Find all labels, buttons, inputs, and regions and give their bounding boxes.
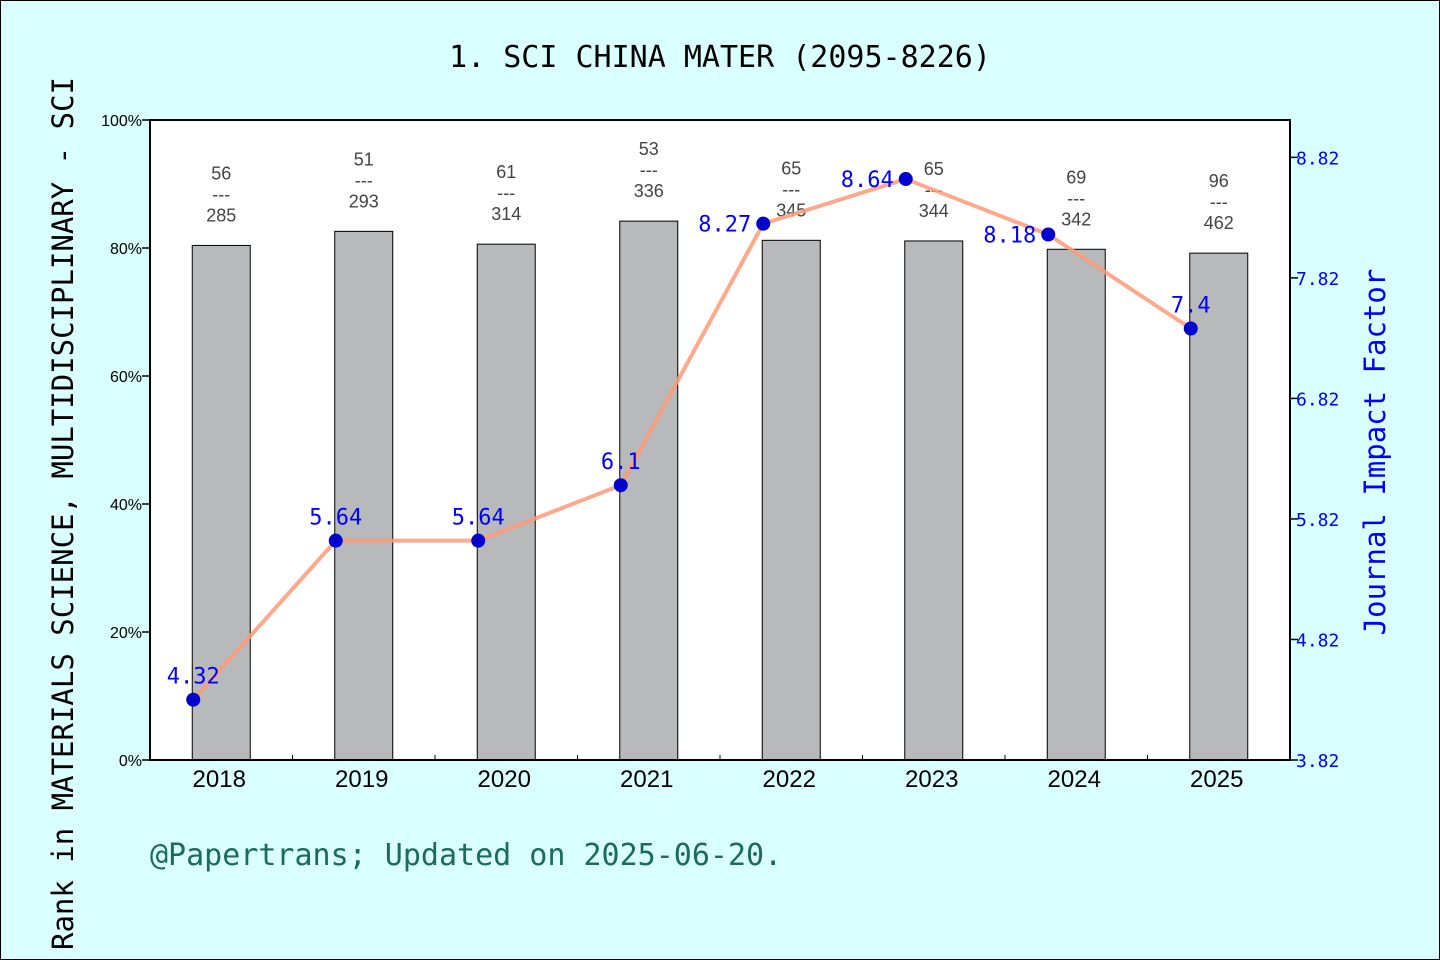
x-tick-label: 2021 [620, 766, 673, 793]
footer-credit: @Papertrans; Updated on 2025-06-20. [150, 838, 782, 873]
rank-label: 69 [1066, 167, 1086, 187]
if-label: 8.27 [698, 213, 751, 238]
total-label: 285 [206, 205, 236, 225]
y2-tick-label: 3.82 [1296, 751, 1339, 772]
bar-2025 [1189, 252, 1249, 761]
if-point-2023 [898, 172, 913, 187]
rank-separator: --- [355, 170, 373, 190]
rank-label: 96 [1209, 171, 1229, 191]
x-tick-label: 2022 [763, 766, 816, 793]
if-point-2024 [1041, 227, 1056, 242]
if-label: 4.32 [167, 665, 220, 690]
y2-tick-label: 4.82 [1296, 630, 1339, 651]
y2-axis-label: Journal Impact Factor [1358, 269, 1392, 636]
if-label: 7.4 [1171, 294, 1211, 319]
y-tick-label: 80% [110, 241, 142, 258]
y-tick-label: 100% [101, 113, 142, 130]
rank-separator: --- [1210, 192, 1228, 212]
bar-2022 [761, 239, 821, 761]
x-tick-label: 2018 [193, 766, 246, 793]
y2-tick-label: 5.82 [1296, 510, 1339, 531]
total-label: 336 [634, 181, 664, 201]
x-tick-label: 2020 [478, 766, 531, 793]
x-tick-label: 2023 [905, 766, 958, 793]
rank-label: 51 [354, 149, 374, 169]
total-label: 344 [919, 201, 949, 221]
total-label: 462 [1204, 213, 1234, 233]
if-label: 8.18 [983, 224, 1036, 249]
total-label: 293 [349, 191, 379, 211]
if-label: 8.64 [841, 168, 894, 193]
rank-separator: --- [212, 184, 230, 204]
if-label: 5.64 [452, 506, 505, 531]
bar-2021 [619, 220, 679, 761]
if-point-2019 [328, 533, 343, 548]
rank-label: 65 [924, 159, 944, 179]
y2-tick-label: 7.82 [1296, 269, 1339, 290]
rank-separator: --- [782, 179, 800, 199]
if-label: 5.64 [309, 506, 362, 531]
x-tick-label: 2024 [1048, 766, 1101, 793]
y-tick-label: 20% [110, 625, 142, 642]
total-label: 342 [1061, 209, 1091, 229]
if-point-2025 [1183, 321, 1198, 336]
rank-label: 61 [496, 162, 516, 182]
if-point-2018 [186, 692, 201, 707]
rank-separator: --- [1067, 188, 1085, 208]
x-tick-label: 2019 [335, 766, 388, 793]
bar-2020 [476, 243, 536, 761]
if-point-2022 [756, 216, 771, 231]
impact-factor-line [191, 176, 1192, 702]
bar-2018 [191, 244, 251, 761]
bar-2023 [904, 240, 964, 761]
y-tick-label: 0% [119, 753, 142, 770]
y-tick-label: 40% [110, 497, 142, 514]
bar-2019 [334, 230, 394, 761]
if-point-2020 [471, 533, 486, 548]
y2-tick-label: 8.82 [1296, 148, 1339, 169]
chart-title: 1. SCI CHINA MATER (2095-8226) [449, 40, 991, 75]
rank-separator: --- [497, 183, 515, 203]
if-point-2021 [613, 478, 628, 493]
y2-tick-label: 6.82 [1296, 389, 1339, 410]
x-tick-label: 2025 [1190, 766, 1243, 793]
bar-2024 [1046, 248, 1106, 761]
rank-label: 56 [211, 163, 231, 183]
y-axis-label: Rank in MATERIALS SCIENCE, MULTIDISCIPLI… [46, 77, 80, 950]
y-tick-label: 60% [110, 369, 142, 386]
rank-separator: --- [640, 160, 658, 180]
if-label: 6.1 [601, 450, 641, 475]
rank-label: 65 [781, 158, 801, 178]
total-label: 314 [491, 204, 521, 224]
rank-label: 53 [639, 139, 659, 159]
